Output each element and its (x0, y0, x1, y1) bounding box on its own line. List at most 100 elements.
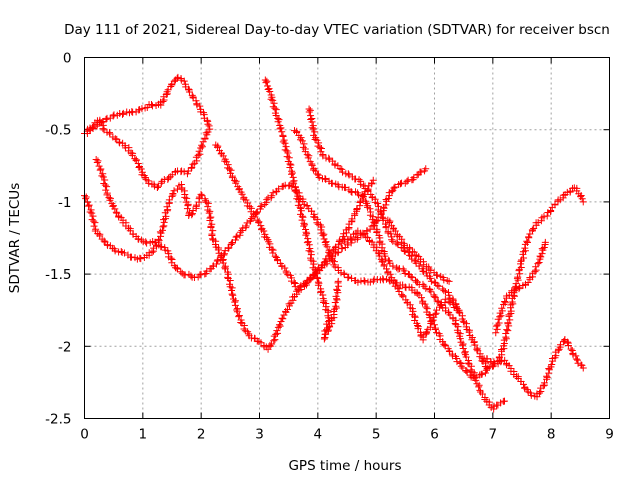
data-point (433, 271, 441, 279)
data-point (409, 307, 417, 315)
data-point (379, 276, 387, 284)
data-point (217, 252, 225, 260)
data-point (118, 110, 126, 118)
data-point (168, 192, 176, 200)
data-point (341, 184, 349, 192)
data-point (270, 99, 278, 107)
data-point (203, 131, 211, 139)
data-point (295, 198, 303, 206)
data-point (567, 345, 575, 353)
data-point (334, 277, 342, 285)
data-point (476, 386, 484, 394)
series-arc-8 (305, 105, 491, 372)
data-point (328, 179, 336, 187)
x-tick-label: 0 (80, 427, 89, 443)
series-arc-5 (212, 141, 377, 293)
data-point (299, 213, 307, 221)
data-point (304, 238, 312, 246)
data-point (453, 305, 461, 313)
y-tick-label: 0 (63, 51, 72, 67)
data-point (275, 185, 283, 193)
data-point (483, 364, 491, 372)
data-point (450, 303, 458, 311)
data-point (353, 235, 361, 243)
data-point (340, 271, 348, 279)
data-point (288, 169, 296, 177)
data-point (431, 293, 439, 301)
y-axis-label: SDTVAR / TECUs (7, 183, 23, 293)
x-tick-label: 4 (314, 427, 323, 443)
data-point (207, 213, 215, 221)
data-point (386, 270, 394, 278)
data-point (541, 238, 549, 246)
data-point (101, 176, 109, 184)
data-point (435, 282, 443, 290)
data-point (516, 283, 524, 291)
data-point (187, 272, 195, 280)
x-axis-label: GPS time / hours (288, 458, 401, 474)
data-point (90, 222, 98, 230)
data-point (228, 239, 236, 247)
data-point (272, 330, 280, 338)
data-point (413, 171, 421, 179)
data-point (224, 244, 232, 252)
data-point (461, 349, 469, 357)
data-point (204, 199, 212, 207)
data-point (336, 164, 344, 172)
data-point (297, 207, 305, 215)
data-point (497, 358, 505, 366)
data-point (394, 284, 402, 292)
data-point (534, 218, 542, 226)
data-point (433, 297, 441, 305)
data-point (316, 143, 324, 151)
data-point (433, 306, 441, 314)
data-point (177, 268, 185, 276)
data-point (423, 269, 431, 277)
data-point (98, 172, 106, 180)
data-point (456, 359, 464, 367)
data-point (91, 219, 99, 227)
data-point (233, 308, 241, 316)
data-point (290, 278, 298, 286)
data-point (111, 247, 119, 255)
data-point (379, 213, 387, 221)
data-point (106, 194, 114, 202)
data-point (231, 298, 239, 306)
data-point (148, 101, 156, 109)
series-arc-3 (81, 165, 430, 353)
data-point (159, 223, 167, 231)
data-point (317, 226, 325, 234)
data-point (523, 239, 531, 247)
data-point (331, 305, 339, 313)
data-point (220, 251, 228, 259)
data-point (145, 179, 153, 187)
data-point (395, 181, 403, 189)
data-point (119, 109, 127, 117)
data-point (556, 341, 564, 349)
data-point (413, 290, 421, 298)
data-point (257, 222, 265, 230)
data-point (462, 367, 470, 375)
data-point (319, 232, 327, 240)
data-point (433, 281, 441, 289)
data-point (142, 238, 150, 246)
data-point (265, 85, 273, 93)
series-arc-10 (384, 216, 453, 285)
data-point (564, 341, 572, 349)
data-point (366, 205, 374, 213)
data-point (225, 165, 233, 173)
data-point (312, 267, 320, 275)
data-point (523, 237, 531, 245)
data-point (233, 232, 241, 240)
data-point (568, 347, 576, 355)
data-point (465, 328, 473, 336)
data-point (436, 301, 444, 309)
data-point (95, 162, 103, 170)
x-tick-label: 2 (197, 427, 206, 443)
data-point (531, 268, 539, 276)
data-point (374, 249, 382, 257)
data-point (545, 366, 553, 374)
data-point (369, 213, 377, 221)
data-point (221, 264, 229, 272)
data-point (551, 200, 559, 208)
